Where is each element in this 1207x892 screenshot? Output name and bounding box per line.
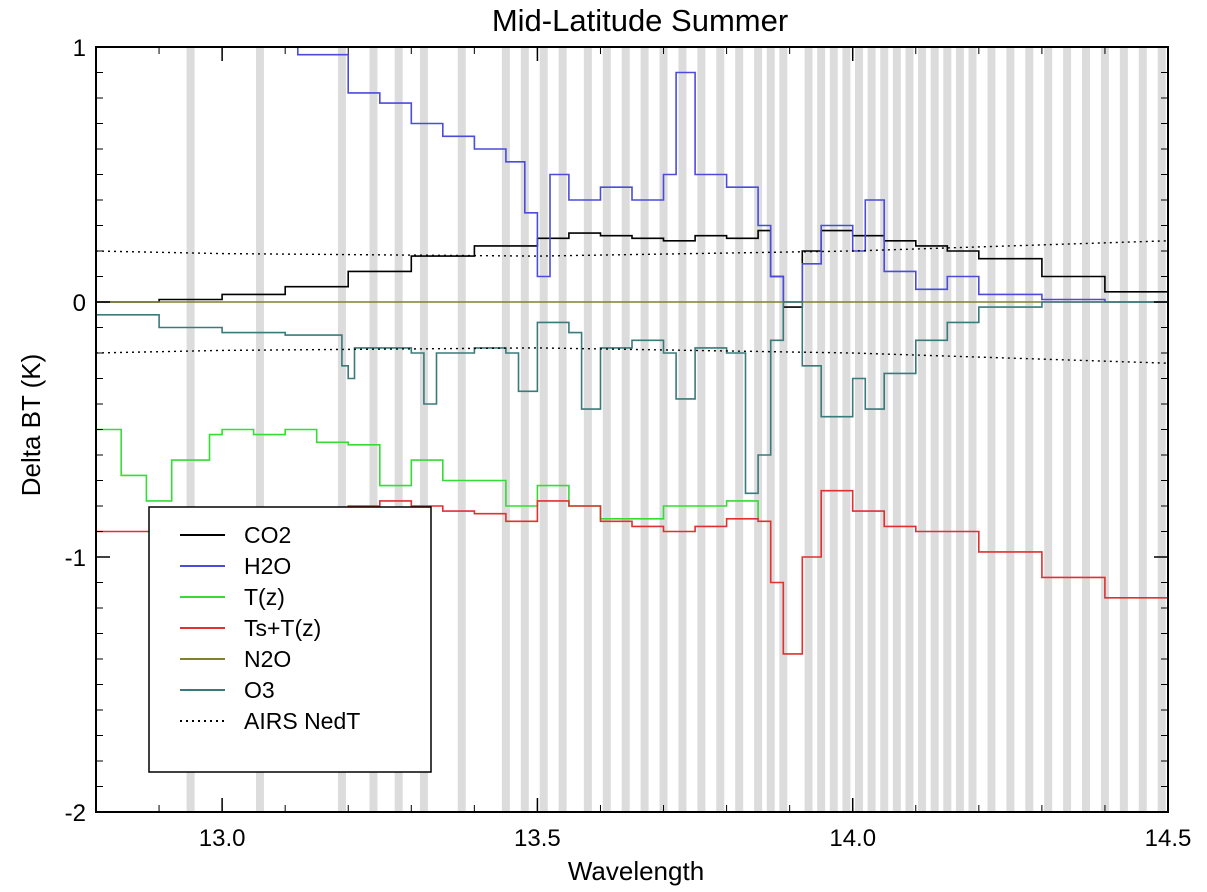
y-axis-label: Delta BT (K) (16, 354, 46, 497)
highlight-band-25 (829, 47, 838, 812)
highlight-band-32 (918, 47, 927, 812)
legend-label-n2o: N2O (244, 646, 291, 672)
highlight-band-18 (716, 47, 725, 812)
axis-ticks: 13.0 13.5 14.0 14.5 1 0 -1 -2 (65, 35, 1192, 852)
highlight-band-9 (539, 47, 548, 812)
highlight-band-27 (855, 47, 864, 812)
y-tick-label-0: 1 (73, 35, 86, 62)
highlight-band-45 (1138, 47, 1147, 812)
legend-label-ts-t-z-: Ts+T(z) (244, 615, 321, 641)
x-axis-label: Wavelength (568, 856, 704, 886)
highlight-band-29 (880, 47, 889, 812)
highlight-band-26 (842, 47, 851, 812)
x-tick-label-0: 13.0 (199, 825, 246, 852)
legend-label-airs-nedt: AIRS NedT (244, 708, 360, 734)
highlight-bands (186, 47, 1166, 812)
y-tick-label-3: -2 (65, 800, 86, 827)
highlight-band-37 (987, 47, 996, 812)
series-o3-line (96, 301, 1168, 495)
series-co2-line (96, 229, 1169, 308)
y-tick-label-1: 0 (73, 290, 86, 317)
legend: CO2 H2O T(z) Ts+T(z) N2O O3 AIRS NedT (148, 506, 432, 773)
highlight-band-23 (804, 47, 813, 812)
highlight-band-40 (1044, 47, 1053, 812)
highlight-band-16 (678, 47, 687, 812)
highlight-band-30 (892, 47, 901, 812)
legend-box (148, 506, 432, 773)
highlight-band-44 (1119, 47, 1128, 812)
highlight-band-19 (735, 47, 744, 812)
legend-label-o3: O3 (244, 677, 275, 703)
highlight-band-6 (457, 47, 466, 812)
highlight-band-35 (955, 47, 964, 812)
highlight-band-41 (1063, 47, 1072, 812)
x-tick-label-3: 14.5 (1145, 825, 1192, 852)
highlight-band-14 (640, 47, 649, 812)
highlight-band-8 (520, 47, 529, 812)
highlight-band-28 (867, 47, 876, 812)
highlight-band-11 (583, 47, 592, 812)
legend-label-co2: CO2 (244, 522, 291, 548)
highlight-band-0 (186, 47, 195, 812)
legend-label-t-z-: T(z) (244, 584, 285, 610)
legend-label-h2o: H2O (244, 553, 291, 579)
highlight-band-31 (905, 47, 914, 812)
highlight-band-13 (621, 47, 630, 812)
highlight-band-4 (394, 47, 403, 812)
highlight-band-1 (255, 47, 264, 812)
highlight-band-17 (697, 47, 706, 812)
chart-title: Mid-Latitude Summer (492, 3, 788, 38)
highlight-band-5 (419, 47, 428, 812)
highlight-band-43 (1100, 47, 1109, 812)
highlight-band-15 (659, 47, 668, 812)
highlight-band-3 (369, 47, 378, 812)
highlight-band-12 (602, 47, 611, 812)
series-h2o-line (266, 46, 1168, 303)
highlight-band-42 (1082, 47, 1091, 812)
x-tick-label-2: 14.0 (829, 825, 876, 852)
series-airs-nedt-lower-line (95, 347, 1169, 364)
highlight-band-34 (943, 47, 952, 812)
highlight-band-10 (558, 47, 567, 812)
highlight-band-36 (968, 47, 977, 812)
highlight-band-39 (1025, 47, 1034, 812)
highlight-band-20 (754, 47, 763, 812)
highlight-band-38 (1006, 47, 1015, 812)
x-tick-label-1: 13.5 (514, 825, 561, 852)
highlight-band-24 (817, 47, 826, 812)
highlight-band-22 (779, 47, 788, 812)
highlight-band-2 (337, 47, 346, 812)
highlight-band-7 (501, 47, 510, 812)
series-airs-nedt-upper-line (95, 240, 1169, 257)
highlight-band-33 (930, 47, 939, 812)
y-tick-label-2: -1 (65, 545, 86, 572)
